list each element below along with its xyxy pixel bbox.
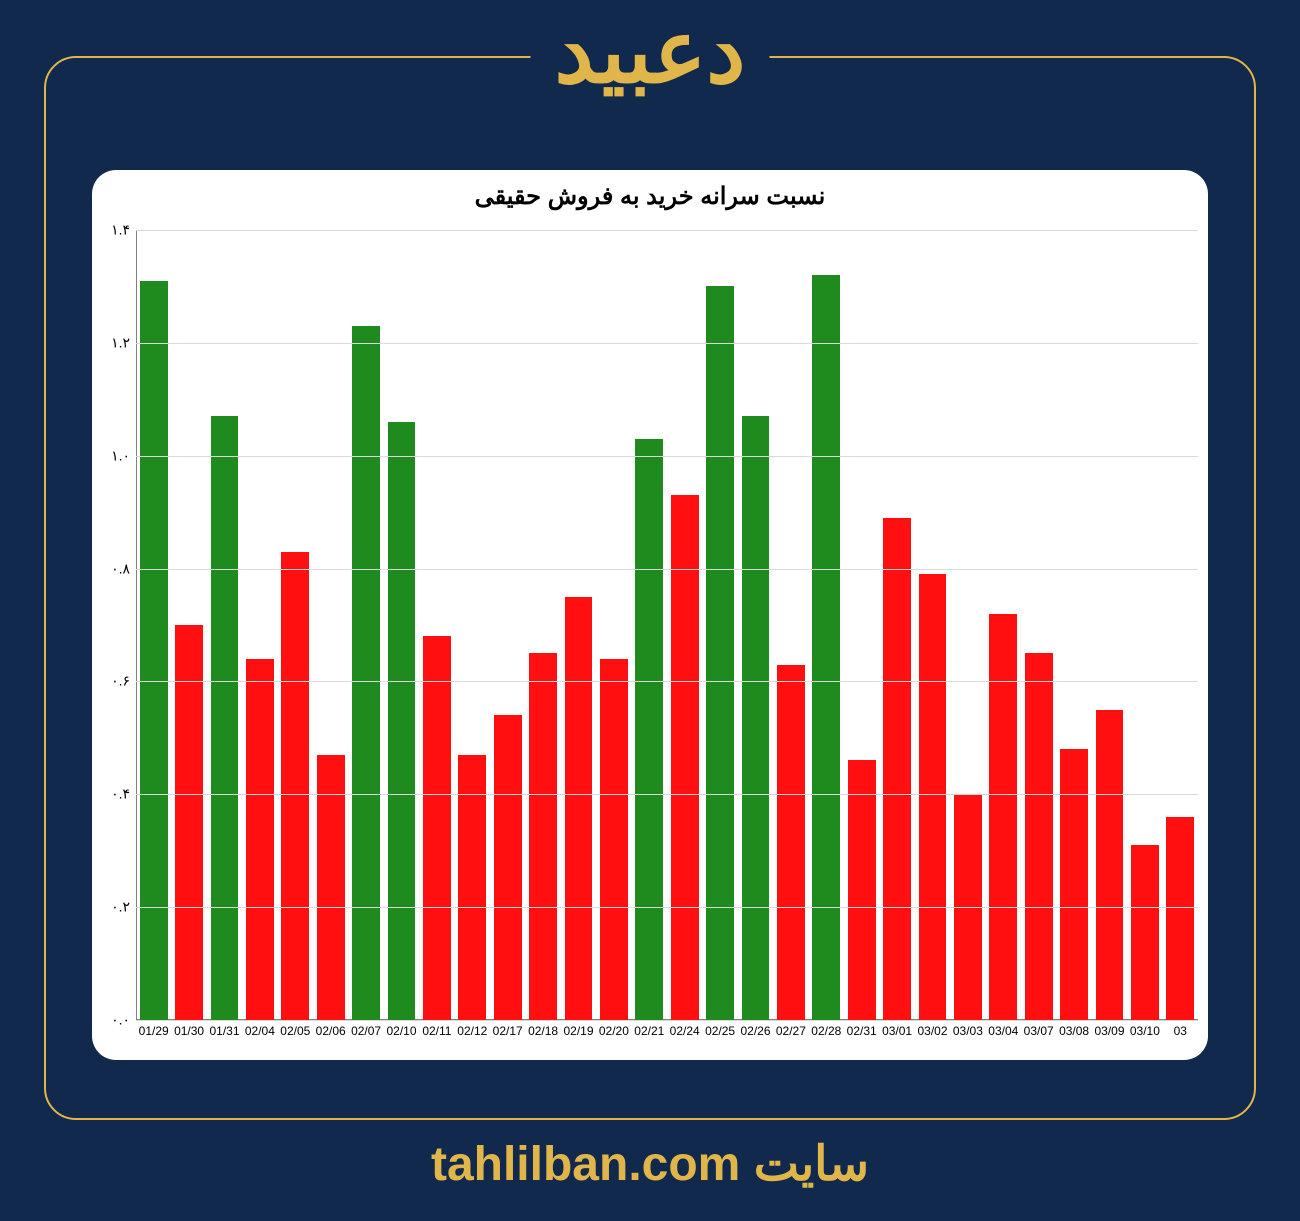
bar	[352, 326, 380, 1020]
bar	[635, 439, 663, 1020]
bar	[140, 281, 168, 1020]
plot-area: ۰.۰۰.۲۰.۴۰.۶۰.۸۱.۰۱.۲۱.۴01/2901/3001/310…	[136, 230, 1198, 1020]
header-title: دعبید	[531, 8, 770, 96]
gridline	[136, 569, 1198, 570]
gridline	[136, 230, 1198, 231]
bar	[989, 614, 1017, 1020]
bar	[706, 286, 734, 1020]
xtick-label: 02/07	[351, 1020, 381, 1038]
bar	[777, 665, 805, 1021]
xtick-label: 02/21	[634, 1020, 664, 1038]
bar	[246, 659, 274, 1020]
xtick-label: 01/31	[209, 1020, 239, 1038]
bar	[1060, 749, 1088, 1020]
bar	[1025, 653, 1053, 1020]
bar	[175, 625, 203, 1020]
bar	[281, 552, 309, 1020]
xtick-label: 03/10	[1130, 1020, 1160, 1038]
xtick-label: 03/09	[1094, 1020, 1124, 1038]
xtick-label: 02/19	[563, 1020, 593, 1038]
bar	[812, 275, 840, 1020]
xtick-label: 02/25	[705, 1020, 735, 1038]
bar	[848, 760, 876, 1020]
xtick-label: 02/12	[457, 1020, 487, 1038]
xtick-label: 02/26	[740, 1020, 770, 1038]
xtick-label: 02/10	[386, 1020, 416, 1038]
xtick-label: 02/11	[422, 1020, 451, 1038]
ytick-label: ۱.۰	[111, 447, 136, 464]
footer-site-url: tahlilban.com	[431, 1138, 740, 1191]
xtick-label: 03/03	[953, 1020, 983, 1038]
bar	[1096, 710, 1124, 1020]
footer-text: tahlilban.com سایت	[0, 1136, 1300, 1192]
gridline	[136, 456, 1198, 457]
xtick-label: 03/01	[882, 1020, 912, 1038]
xtick-label: 03/02	[917, 1020, 947, 1038]
xtick-label: 03/04	[988, 1020, 1018, 1038]
gridline	[136, 343, 1198, 344]
bar	[671, 495, 699, 1020]
chart-title: نسبت سرانه خرید به فروش حقیقی	[92, 182, 1208, 211]
bar	[883, 518, 911, 1020]
bars-container	[136, 230, 1198, 1020]
bar	[388, 422, 416, 1020]
bar	[529, 653, 557, 1020]
gridline	[136, 794, 1198, 795]
footer-site-label: سایت	[754, 1138, 869, 1191]
bar	[1131, 845, 1159, 1020]
bar	[211, 416, 239, 1020]
xtick-label: 02/06	[316, 1020, 346, 1038]
xtick-label: 02/20	[599, 1020, 629, 1038]
xtick-label: 03	[1174, 1020, 1187, 1038]
xtick-label: 03/07	[1024, 1020, 1054, 1038]
page-root: دعبید نسبت سرانه خرید به فروش حقیقی ۰.۰۰…	[0, 0, 1300, 1221]
bar	[494, 715, 522, 1020]
ytick-label: ۰.۴	[111, 786, 136, 803]
xtick-label: 01/29	[139, 1020, 169, 1038]
xtick-label: 02/18	[528, 1020, 558, 1038]
ytick-label: ۱.۴	[111, 222, 136, 239]
xtick-label: 02/31	[847, 1020, 877, 1038]
xtick-label: 02/05	[280, 1020, 310, 1038]
ytick-label: ۰.۰	[111, 1012, 136, 1029]
xtick-label: 03/08	[1059, 1020, 1089, 1038]
xtick-label: 02/17	[493, 1020, 523, 1038]
ytick-label: ۱.۲	[111, 334, 136, 351]
ytick-label: ۰.۸	[111, 560, 136, 577]
xtick-label: 02/24	[670, 1020, 700, 1038]
ytick-label: ۰.۲	[111, 899, 136, 916]
bar	[600, 659, 628, 1020]
gridline	[136, 681, 1198, 682]
xtick-label: 02/28	[811, 1020, 841, 1038]
bar	[742, 416, 770, 1020]
xtick-label: 02/27	[776, 1020, 806, 1038]
bar	[423, 636, 451, 1020]
bar	[1166, 817, 1194, 1020]
ytick-label: ۰.۶	[111, 673, 136, 690]
gridline	[136, 907, 1198, 908]
xtick-label: 02/04	[245, 1020, 275, 1038]
chart-card: نسبت سرانه خرید به فروش حقیقی ۰.۰۰.۲۰.۴۰…	[92, 170, 1208, 1060]
bar	[919, 574, 947, 1020]
bar	[565, 597, 593, 1020]
xtick-label: 01/30	[174, 1020, 204, 1038]
